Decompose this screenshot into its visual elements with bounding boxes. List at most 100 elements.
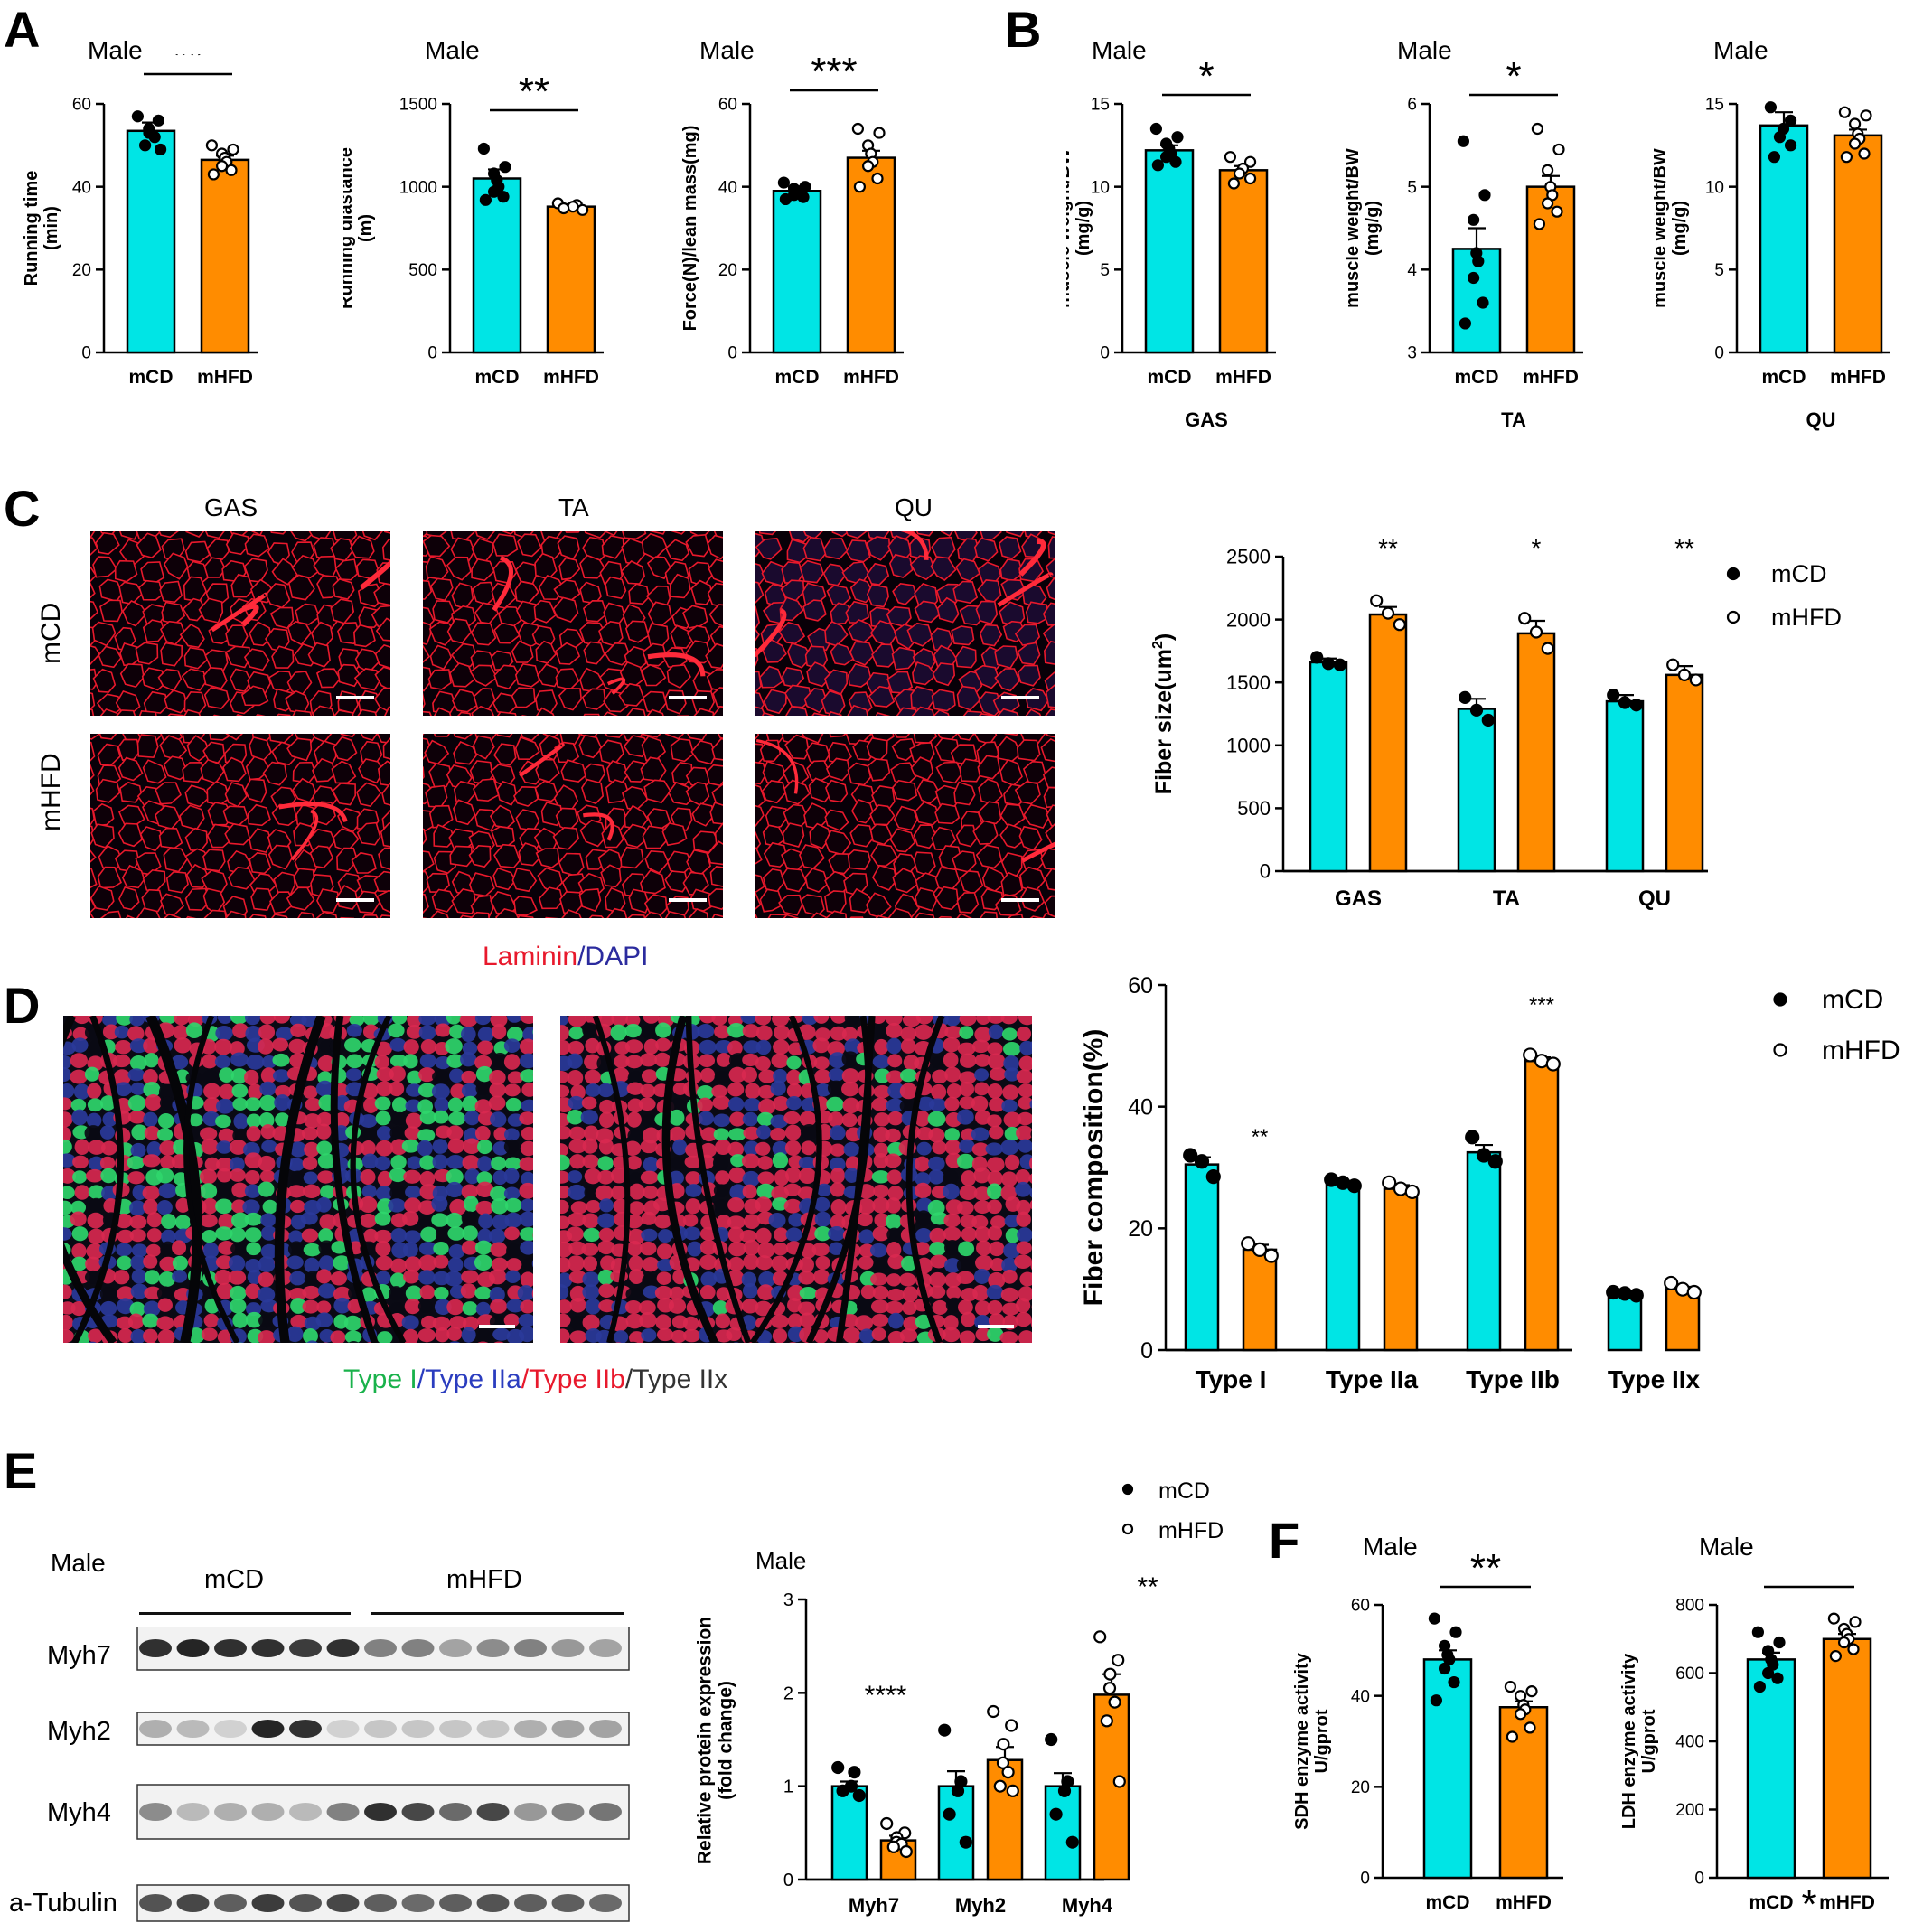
micro-ta-mcd-fiber — [604, 642, 632, 666]
micro-d-mhfd-fiber — [638, 1097, 656, 1111]
micro-ta-mhfd-fiber — [601, 822, 624, 849]
B2-mHFD-point — [1542, 164, 1554, 176]
micro-d-mcd-fiber — [417, 1083, 436, 1098]
C-mCD-point — [1629, 699, 1643, 712]
micro-d-mhfd-fiber — [560, 1313, 571, 1327]
micro-d-mhfd-fiber — [614, 1055, 630, 1068]
blot-band — [289, 1639, 322, 1657]
micro-ta-mhfd-fiber — [472, 778, 500, 802]
micro-d-mhfd-fiber — [884, 1153, 902, 1168]
micro-d-mcd-fiber — [316, 1196, 332, 1213]
micro-d-mcd-fiber — [260, 1225, 277, 1241]
micro-d-mhfd-fiber — [625, 1055, 643, 1069]
micro-qu-mhfd-fiber — [889, 828, 916, 853]
micro-ta-mcd-fiber — [603, 531, 618, 537]
D-y-tick-label: 60 — [1128, 973, 1153, 999]
panel-letter-e: E — [4, 1442, 38, 1499]
micro-gas-mhfd-fiber — [90, 849, 97, 863]
micro-d-mcd-fiber — [519, 1211, 533, 1227]
micro-d-mcd-fiber — [63, 1153, 76, 1168]
micro-d-mhfd-fiber — [566, 1109, 584, 1125]
micro-d-mcd-fiber — [363, 1097, 379, 1113]
F2-x-tick-label: mHFD — [1819, 1892, 1875, 1913]
micro-d-mhfd-fiber — [1018, 1330, 1032, 1343]
micro-d-mcd-fiber — [175, 1197, 191, 1213]
micro-qu-mhfd-fiber — [892, 868, 919, 894]
micro-d-mcd-fiber — [449, 1198, 467, 1215]
micro-gas-mcd-fiber — [167, 713, 184, 716]
micro-ta-mhfd-fiber — [642, 825, 667, 849]
A3-x-tick-label: mCD — [774, 367, 819, 388]
micro-d-mcd-fiber — [144, 1126, 161, 1140]
micro-d-mhfd-fiber — [872, 1196, 890, 1214]
micro-d-mcd-fiber — [389, 1037, 407, 1052]
A2-y-tick-label: 1500 — [399, 96, 437, 115]
micro-d-mhfd-fiber — [987, 1225, 1003, 1241]
E-legend-mhfd: mHFD — [1158, 1518, 1224, 1543]
E-bar-mHFD-Myh4 — [1093, 1693, 1130, 1881]
micro-d-mhfd-fiber — [597, 1016, 615, 1027]
C-y-tick-label: 2500 — [1226, 546, 1271, 568]
micro-ta-mcd-fiber — [618, 682, 645, 707]
micro-qu-mcd-fiber — [785, 706, 809, 716]
micro-d-mcd-fiber — [260, 1067, 277, 1084]
micro-gas-mcd-fiber — [142, 619, 166, 643]
blot-band — [401, 1803, 435, 1821]
micro-gas-mhfd-fiber — [316, 888, 340, 914]
C-y-label-end: ) — [1151, 633, 1177, 641]
micro-d-mhfd-fiber — [672, 1139, 688, 1156]
E-mCD-point — [1057, 1784, 1072, 1797]
micro-d-mhfd-fiber — [1030, 1271, 1032, 1281]
micro-ta-mcd-fiber — [533, 599, 557, 624]
micro-qu-mcd-fiber — [978, 713, 993, 716]
micro-d-mcd-fiber — [142, 1185, 160, 1201]
micro-d-mcd-fiber — [127, 1111, 146, 1124]
micro-gas-mcd-fiber — [383, 531, 390, 534]
D-y-tick-label: 0 — [1140, 1338, 1153, 1364]
micro-d-mhfd-fiber — [976, 1016, 991, 1025]
panel-letter-d: D — [4, 977, 41, 1034]
micro-d-mcd-fiber — [132, 1184, 147, 1201]
B2-mCD-point — [1457, 135, 1469, 147]
micro-d-mcd-fiber — [102, 1024, 120, 1040]
micro-d-mhfd-fiber — [830, 1016, 848, 1024]
micro-d-mcd-fiber — [129, 1301, 145, 1318]
E-y-tick-label: 3 — [783, 1590, 793, 1610]
micro-d-mcd-fiber — [503, 1038, 521, 1053]
micro-qu-mcd-fiber — [755, 605, 760, 630]
micro-ta-mhfd-fiber — [539, 886, 564, 910]
micro-ta-mcd-fiber — [537, 663, 561, 688]
micro-qu-mhfd-fiber — [975, 844, 1003, 869]
micro-d-mhfd-fiber — [931, 1055, 947, 1069]
micro-qu-mhfd-fiber — [972, 820, 999, 845]
micro-d-mcd-fiber — [462, 1041, 478, 1055]
micro-d-mcd-fiber — [418, 1215, 436, 1229]
micro-gas-mcd-fiber — [204, 531, 225, 539]
B3-x-label: QU — [1806, 408, 1836, 431]
F1-y-label-line: U/gprot — [1312, 1709, 1332, 1773]
micro-d-mcd-fiber — [474, 1099, 492, 1114]
micro-d-mhfd-fiber — [584, 1125, 599, 1141]
micro-d-mhfd-fiber — [944, 1066, 962, 1083]
micro-d-mhfd-fiber — [1003, 1111, 1022, 1128]
micro-ta-mhfd-fiber — [644, 849, 670, 874]
micro-d-mcd-fiber — [432, 1139, 448, 1154]
micro-d-mhfd-fiber — [988, 1271, 1006, 1289]
micro-d-mcd-fiber — [391, 1016, 408, 1025]
micro-ta-mcd-fiber — [628, 583, 651, 605]
C-mCD-point — [1459, 690, 1472, 705]
micro-qu-mcd-fiber — [975, 600, 999, 625]
micro-gas-mhfd-fiber — [360, 734, 379, 742]
micro-gas-mhfd-fiber — [381, 782, 390, 806]
micro-d-mhfd-fiber — [800, 1123, 818, 1140]
micro-d-mhfd-fiber — [1002, 1269, 1018, 1284]
micro-d-mhfd-fiber — [976, 1240, 992, 1256]
micro-d-mcd-fiber — [404, 1197, 422, 1214]
micro-gas-mcd-fiber — [307, 642, 331, 668]
micro-d-mcd-fiber — [419, 1170, 436, 1187]
micro-qu-mcd-vessel — [900, 531, 929, 560]
C-y-tick-label: 500 — [1237, 797, 1271, 820]
micro-ta-mhfd-fiber — [708, 888, 723, 910]
micro-d-mhfd-fiber — [728, 1256, 745, 1271]
micro-d-mhfd-fiber — [814, 1083, 832, 1097]
